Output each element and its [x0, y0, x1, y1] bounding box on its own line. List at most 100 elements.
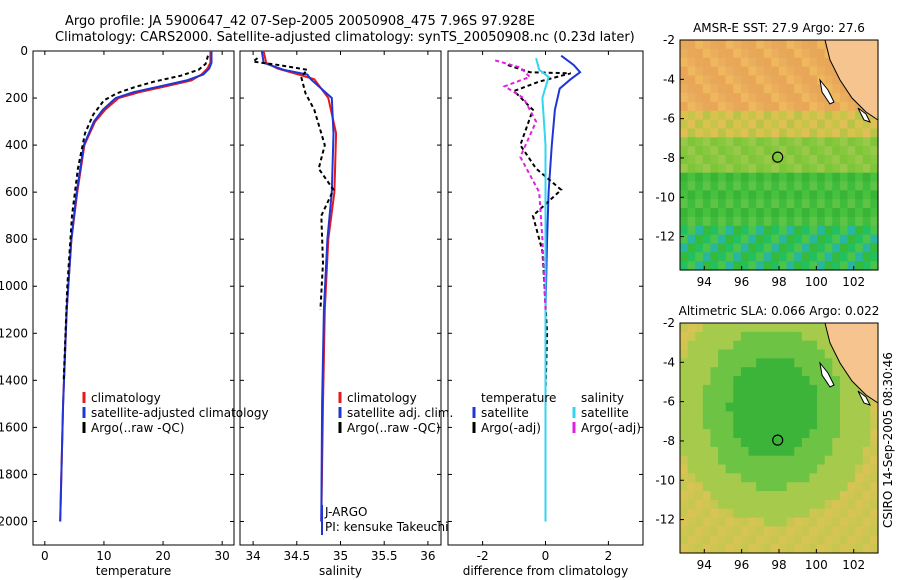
map-cell [718, 358, 727, 368]
map-cell [725, 544, 734, 554]
map-cell [817, 128, 826, 138]
map-cell [733, 544, 742, 554]
map-cell [718, 146, 727, 156]
map-cell [832, 199, 841, 209]
map-cell [809, 420, 818, 430]
map-cell [718, 340, 727, 351]
map-cell [862, 482, 871, 492]
map-cell [710, 146, 719, 156]
map-cell [779, 464, 788, 474]
y-tick-label: 1400 [0, 373, 28, 387]
map-cell [771, 234, 780, 245]
map-cell [725, 66, 734, 76]
map-cell [801, 57, 811, 68]
map-cell [870, 544, 879, 554]
map-cell [740, 155, 750, 165]
map-cell [862, 190, 871, 200]
map-cell [710, 508, 719, 519]
map-cell [855, 146, 864, 156]
map-cell [756, 208, 765, 218]
map-cell [710, 225, 719, 236]
map-cell [779, 429, 788, 439]
map-cell [824, 340, 833, 351]
map-cell [817, 358, 826, 368]
map-cell [824, 208, 833, 218]
map-cell [794, 482, 803, 492]
plot-frame-1 [239, 50, 442, 546]
map-cell [779, 57, 788, 68]
map-cell [763, 84, 772, 94]
map-cell [718, 367, 727, 377]
map-cell [702, 199, 712, 209]
map-cell [794, 128, 803, 138]
map-cell [756, 482, 765, 492]
map-cell [702, 146, 712, 156]
map-cell [680, 234, 689, 245]
map-cell [725, 438, 734, 448]
map-cell [832, 491, 841, 501]
map-cell [801, 349, 811, 359]
series-line-argo-adj- [494, 59, 547, 310]
map-cell [824, 384, 833, 395]
map-cell [779, 358, 788, 368]
map-cell [771, 526, 780, 536]
map-cell [809, 323, 818, 333]
map-cell [801, 491, 811, 501]
map-cell [680, 491, 689, 501]
map-cell [809, 66, 818, 76]
map-cell [748, 482, 757, 492]
map-cell [710, 208, 719, 218]
map-cell [817, 110, 826, 121]
map-cell [771, 340, 780, 351]
map-cell [680, 376, 689, 386]
map-cell [740, 393, 750, 404]
map-cell [763, 473, 772, 483]
map-cell [839, 261, 849, 271]
map-cell [839, 252, 849, 262]
map-cell [862, 438, 871, 448]
map-cell [695, 119, 704, 130]
map-cell [771, 40, 780, 50]
map-cell [740, 402, 750, 413]
map-cell [710, 473, 719, 483]
map-cell [680, 137, 689, 147]
map-cell [748, 393, 757, 404]
y-tick-label: 1600 [0, 420, 28, 434]
map-cell [718, 429, 727, 439]
argo-position-marker [772, 434, 784, 446]
map-cell [740, 491, 750, 501]
map-cell [809, 402, 818, 413]
map-cell [832, 119, 841, 130]
map-cell [801, 384, 811, 395]
map-cell [824, 358, 833, 368]
map-cell [862, 446, 871, 457]
map-cell [870, 508, 879, 519]
map-cell [855, 199, 864, 209]
map-cell [763, 420, 772, 430]
map-cell [718, 252, 727, 262]
map-cell [763, 429, 772, 439]
map-cell [771, 252, 780, 262]
map-cell [725, 225, 734, 236]
map-cell [817, 261, 826, 271]
map-cell [687, 446, 696, 457]
x-axis-label: temperature [96, 564, 171, 578]
map-cell [702, 208, 712, 218]
map-cell [733, 110, 742, 121]
map-cell [870, 420, 879, 430]
map-cell [733, 482, 742, 492]
map-cell [832, 393, 841, 404]
map-cell [733, 438, 742, 448]
map-cell [740, 323, 750, 333]
map-cell [695, 473, 704, 483]
map-cell [763, 393, 772, 404]
map-cell [740, 411, 750, 421]
map-cell [695, 526, 704, 536]
map-cell [702, 128, 712, 138]
map-cell [794, 225, 803, 236]
map-cell [725, 517, 734, 528]
map-cell [740, 517, 750, 528]
map-cell [771, 393, 780, 404]
map-cell [786, 499, 795, 510]
map-cell [763, 331, 772, 342]
